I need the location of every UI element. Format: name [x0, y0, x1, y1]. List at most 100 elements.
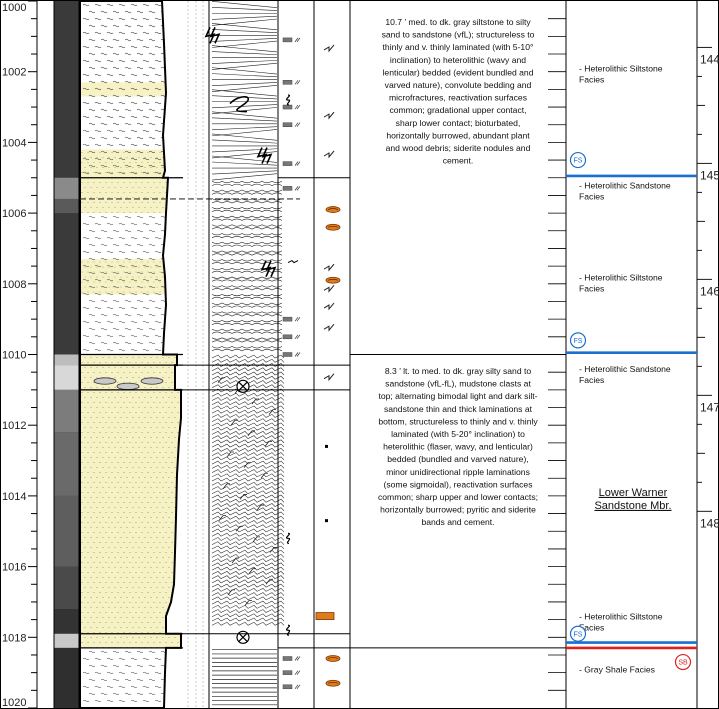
sand-dot [165, 582, 167, 583]
sand-dot [165, 402, 167, 403]
sand-dot [111, 291, 113, 293]
sand-dot [87, 362, 89, 363]
sand-dot [171, 382, 173, 383]
sand-dot [120, 417, 122, 418]
sand-dot [111, 432, 113, 433]
silt-symbol [82, 251, 90, 254]
silt-symbol [106, 87, 114, 91]
sand-dot [150, 197, 152, 198]
sand-dot [132, 367, 134, 368]
silt-symbol [118, 3, 126, 7]
sand-dot [144, 607, 146, 608]
sand-dot [150, 157, 152, 158]
ripple-lamination [211, 583, 285, 588]
sand-dot [117, 462, 119, 463]
sand-dot [81, 382, 83, 383]
sand-dot [93, 172, 95, 173]
sand-dot [105, 152, 107, 153]
sand-dot [132, 547, 134, 548]
sand-dot [111, 162, 113, 163]
sand-dot [177, 562, 179, 563]
litho-sand-band [80, 354, 181, 366]
sand-dot [162, 577, 164, 578]
sand-dot [81, 422, 83, 423]
silt-symbol [166, 671, 174, 674]
sand-dot [93, 542, 95, 543]
silt-symbol [172, 244, 180, 247]
sand-dot [141, 152, 143, 153]
sand-dot [81, 162, 83, 163]
sand-dot [150, 286, 152, 288]
text-line: - Heterolithic Sandstone [579, 180, 671, 190]
sand-dot [141, 482, 143, 483]
sand-dot [180, 367, 181, 368]
sand-dot [129, 482, 131, 483]
sand-dot [168, 447, 170, 448]
sand-dot [174, 627, 176, 628]
sand-dot [159, 412, 161, 413]
silt-symbol [178, 31, 181, 35]
sand-dot [141, 412, 143, 413]
silt-symbol [118, 293, 126, 296]
sand-dot [162, 197, 164, 198]
sand-dot [156, 207, 158, 208]
sand-dot [147, 182, 149, 183]
sand-dot [120, 637, 122, 638]
sand-dot [159, 212, 161, 213]
sand-dot [123, 512, 125, 513]
siderite-nodule-symbol [323, 111, 335, 120]
ripple-lamination [211, 511, 285, 516]
sand-dot [171, 182, 173, 183]
mudstone-clast [140, 377, 164, 385]
sand-dot [138, 437, 140, 438]
sand-dot [117, 442, 119, 443]
sand-dot [129, 592, 131, 593]
sand-dot [153, 482, 155, 483]
sand-dot [117, 602, 119, 603]
sand-dot [93, 442, 95, 443]
sand-dot [156, 587, 158, 588]
silt-symbol [124, 650, 132, 653]
silt-symbol [118, 335, 126, 338]
sand-dot [102, 266, 104, 268]
sand-dot [90, 447, 92, 448]
sand-dot [156, 497, 158, 498]
sand-dot [141, 182, 143, 183]
sand-dot [141, 172, 143, 173]
wavy-lamination [211, 259, 283, 262]
sand-dot [87, 472, 89, 473]
text-line: - Heterolithic Sandstone [579, 364, 671, 374]
sand-dot [117, 522, 119, 523]
sand-dot [111, 462, 113, 463]
text-line: common; gradational upper contact, [389, 105, 526, 115]
sand-dot [174, 447, 176, 448]
column-borders [53, 1, 698, 708]
sand-dot [102, 157, 104, 158]
sand-dot [132, 357, 134, 358]
sand-dot [126, 617, 128, 618]
silt-symbol [112, 300, 120, 303]
sand-dot [84, 447, 86, 448]
sand-dot [144, 487, 146, 488]
sand-dot [114, 447, 116, 448]
sand-dot [90, 197, 92, 198]
silt-symbol [166, 657, 174, 660]
silt-symbol [124, 164, 132, 168]
sand-dot [126, 266, 128, 268]
sand-dot [99, 642, 101, 643]
sand-dot [108, 187, 110, 188]
silt-symbol [172, 664, 180, 667]
sand-dot [141, 392, 143, 393]
wavy-lamination [211, 346, 283, 349]
silt-symbol [94, 265, 102, 268]
sand-dot [177, 532, 179, 533]
sand-dot [87, 642, 89, 643]
sand-dot [141, 402, 143, 403]
silt-symbol [166, 279, 174, 282]
silt-symbol [136, 650, 144, 653]
silt-symbol [124, 24, 132, 28]
silt-symbol [178, 699, 181, 702]
silt-symbol [148, 678, 156, 681]
wood-debris-symbol [282, 352, 293, 357]
silt-symbol [130, 129, 138, 133]
